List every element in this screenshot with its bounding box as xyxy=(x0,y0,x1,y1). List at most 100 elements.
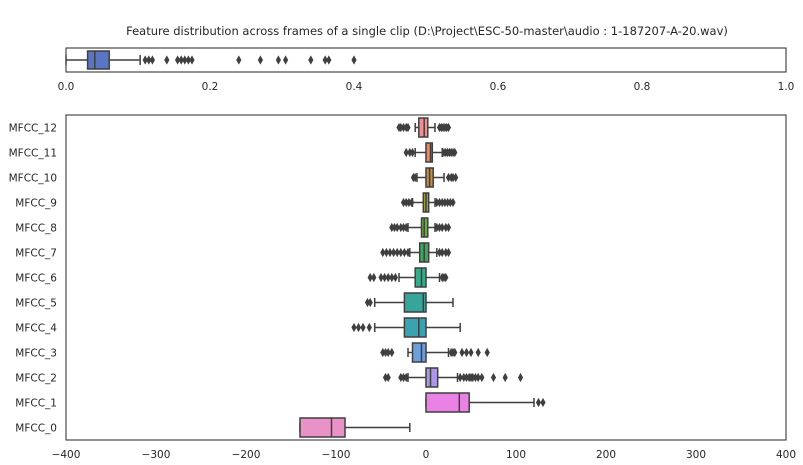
outlier-main-0-1 xyxy=(398,122,404,133)
outlier-main-1-9 xyxy=(452,147,458,158)
outlier-top-0-12 xyxy=(283,55,289,65)
outlier-main-6-5 xyxy=(389,272,395,283)
outlier-top-0-1 xyxy=(146,55,152,65)
main-x-tick-label: 0 xyxy=(423,449,430,461)
main-x-tick-label: 200 xyxy=(596,449,616,461)
outlier-main-10-0 xyxy=(382,372,389,383)
outlier-main-10-16 xyxy=(517,372,524,383)
outlier-main-9-7 xyxy=(459,347,465,358)
outlier-main-3-2 xyxy=(406,197,412,208)
outlier-main-3-9 xyxy=(447,197,453,208)
outlier-main-3-7 xyxy=(442,197,448,208)
outlier-main-10-11 xyxy=(472,372,479,383)
outlier-main-1-2 xyxy=(409,147,416,158)
outlier-main-5-3 xyxy=(391,247,397,258)
outlier-main-2-1 xyxy=(412,172,418,183)
outlier-main-5-7 xyxy=(405,247,411,258)
top-x-tick-label: 1.0 xyxy=(778,81,795,93)
outlier-main-9-0 xyxy=(380,347,386,358)
top-x-axis-ticks: 0.0 0.2 0.4 0.6 0.8 1.0 xyxy=(58,81,795,93)
main-y-tick-label: MFCC_8 xyxy=(15,223,57,235)
outlier-main-10-6 xyxy=(461,372,467,383)
outlier-main-8-1 xyxy=(355,322,362,333)
main-y-tick-label: MFCC_4 xyxy=(15,323,57,335)
outlier-main-6-0 xyxy=(367,272,373,283)
main-y-tick-label: MFCC_2 xyxy=(15,373,57,385)
outlier-main-3-8 xyxy=(445,197,451,208)
main-x-tick-label: 100 xyxy=(506,449,526,461)
outlier-main-4-0 xyxy=(389,222,395,233)
outlier-main-5-1 xyxy=(383,247,389,258)
outlier-main-4-7 xyxy=(436,222,443,233)
box-main-0 xyxy=(418,117,429,138)
outlier-main-9-10 xyxy=(475,347,481,358)
top-x-tick-label: 0.6 xyxy=(490,81,507,93)
outlier-main-5-2 xyxy=(387,247,393,258)
outlier-main-3-6 xyxy=(439,197,445,208)
main-x-tick-label: −300 xyxy=(142,449,171,461)
outlier-top-0-16 xyxy=(351,55,357,65)
main-x-tick-label: −200 xyxy=(232,449,261,461)
main-box-layer xyxy=(299,117,546,438)
outlier-main-1-0 xyxy=(403,147,409,158)
outlier-top-0-15 xyxy=(326,55,332,65)
outlier-main-10-7 xyxy=(463,372,470,383)
outlier-main-10-1 xyxy=(385,372,391,383)
outlier-main-8-2 xyxy=(360,322,366,333)
main-y-tick-label: MFCC_6 xyxy=(15,273,57,285)
outlier-main-11-0 xyxy=(535,397,542,408)
outlier-main-3-1 xyxy=(403,197,409,208)
outlier-top-0-9 xyxy=(236,55,242,65)
outlier-main-4-3 xyxy=(398,222,404,233)
outlier-main-5-4 xyxy=(394,247,400,258)
box-main-8 xyxy=(403,317,427,338)
main-y-tick-label: MFCC_1 xyxy=(15,398,57,410)
outlier-main-4-10 xyxy=(445,222,452,233)
outlier-main-4-5 xyxy=(403,222,409,233)
outlier-main-5-6 xyxy=(401,247,407,258)
outlier-main-6-6 xyxy=(392,272,398,283)
outlier-main-2-5 xyxy=(453,172,459,183)
outlier-main-5-0 xyxy=(380,247,386,258)
outlier-main-4-2 xyxy=(394,222,400,233)
outlier-main-1-1 xyxy=(407,147,413,158)
outlier-top-0-13 xyxy=(308,55,314,65)
outlier-main-3-10 xyxy=(450,197,456,208)
main-y-tick-label: MFCC_5 xyxy=(15,298,57,310)
box-main-6 xyxy=(414,267,427,288)
outlier-main-4-9 xyxy=(443,222,449,233)
outlier-top-0-6 xyxy=(182,55,188,65)
outlier-main-9-3 xyxy=(389,347,395,358)
outlier-main-6-2 xyxy=(378,272,384,283)
outlier-top-0-4 xyxy=(175,55,181,65)
outlier-main-10-3 xyxy=(400,372,407,383)
outlier-main-0-10 xyxy=(445,122,452,133)
outlier-main-3-5 xyxy=(436,197,443,208)
main-x-tick-label: 300 xyxy=(686,449,706,461)
outlier-main-9-8 xyxy=(463,347,470,358)
main-y-axis-ticks: MFCC_12 MFCC_11 MFCC_10 MFCC_9 MFCC_8 MFCC_7 M… xyxy=(9,123,58,435)
outlier-main-5-8 xyxy=(436,247,443,258)
main-x-tick-label: −400 xyxy=(52,449,81,461)
outlier-main-0-4 xyxy=(405,122,411,133)
outlier-main-5-10 xyxy=(443,247,449,258)
outlier-main-11-1 xyxy=(540,397,546,408)
top-boxplot-chart: 0.0 0.2 0.4 0.6 0.8 1.0 xyxy=(58,47,795,93)
main-y-tick-label: MFCC_11 xyxy=(9,148,57,160)
outlier-main-7-1 xyxy=(367,297,373,308)
outlier-main-2-2 xyxy=(445,172,452,183)
main-x-tick-label: 400 xyxy=(776,449,796,461)
outlier-main-8-0 xyxy=(351,322,357,333)
outlier-main-3-0 xyxy=(400,197,407,208)
box-main-10 xyxy=(425,367,439,388)
outlier-top-0-14 xyxy=(322,55,328,65)
outlier-main-4-1 xyxy=(391,222,398,233)
main-y-tick-label: MFCC_3 xyxy=(15,348,57,360)
outlier-main-9-1 xyxy=(382,347,389,358)
outlier-main-9-6 xyxy=(452,347,458,358)
top-plot-frame xyxy=(65,47,787,73)
outlier-main-6-4 xyxy=(385,272,391,283)
outlier-main-10-13 xyxy=(479,372,485,383)
outlier-main-4-8 xyxy=(439,222,445,233)
